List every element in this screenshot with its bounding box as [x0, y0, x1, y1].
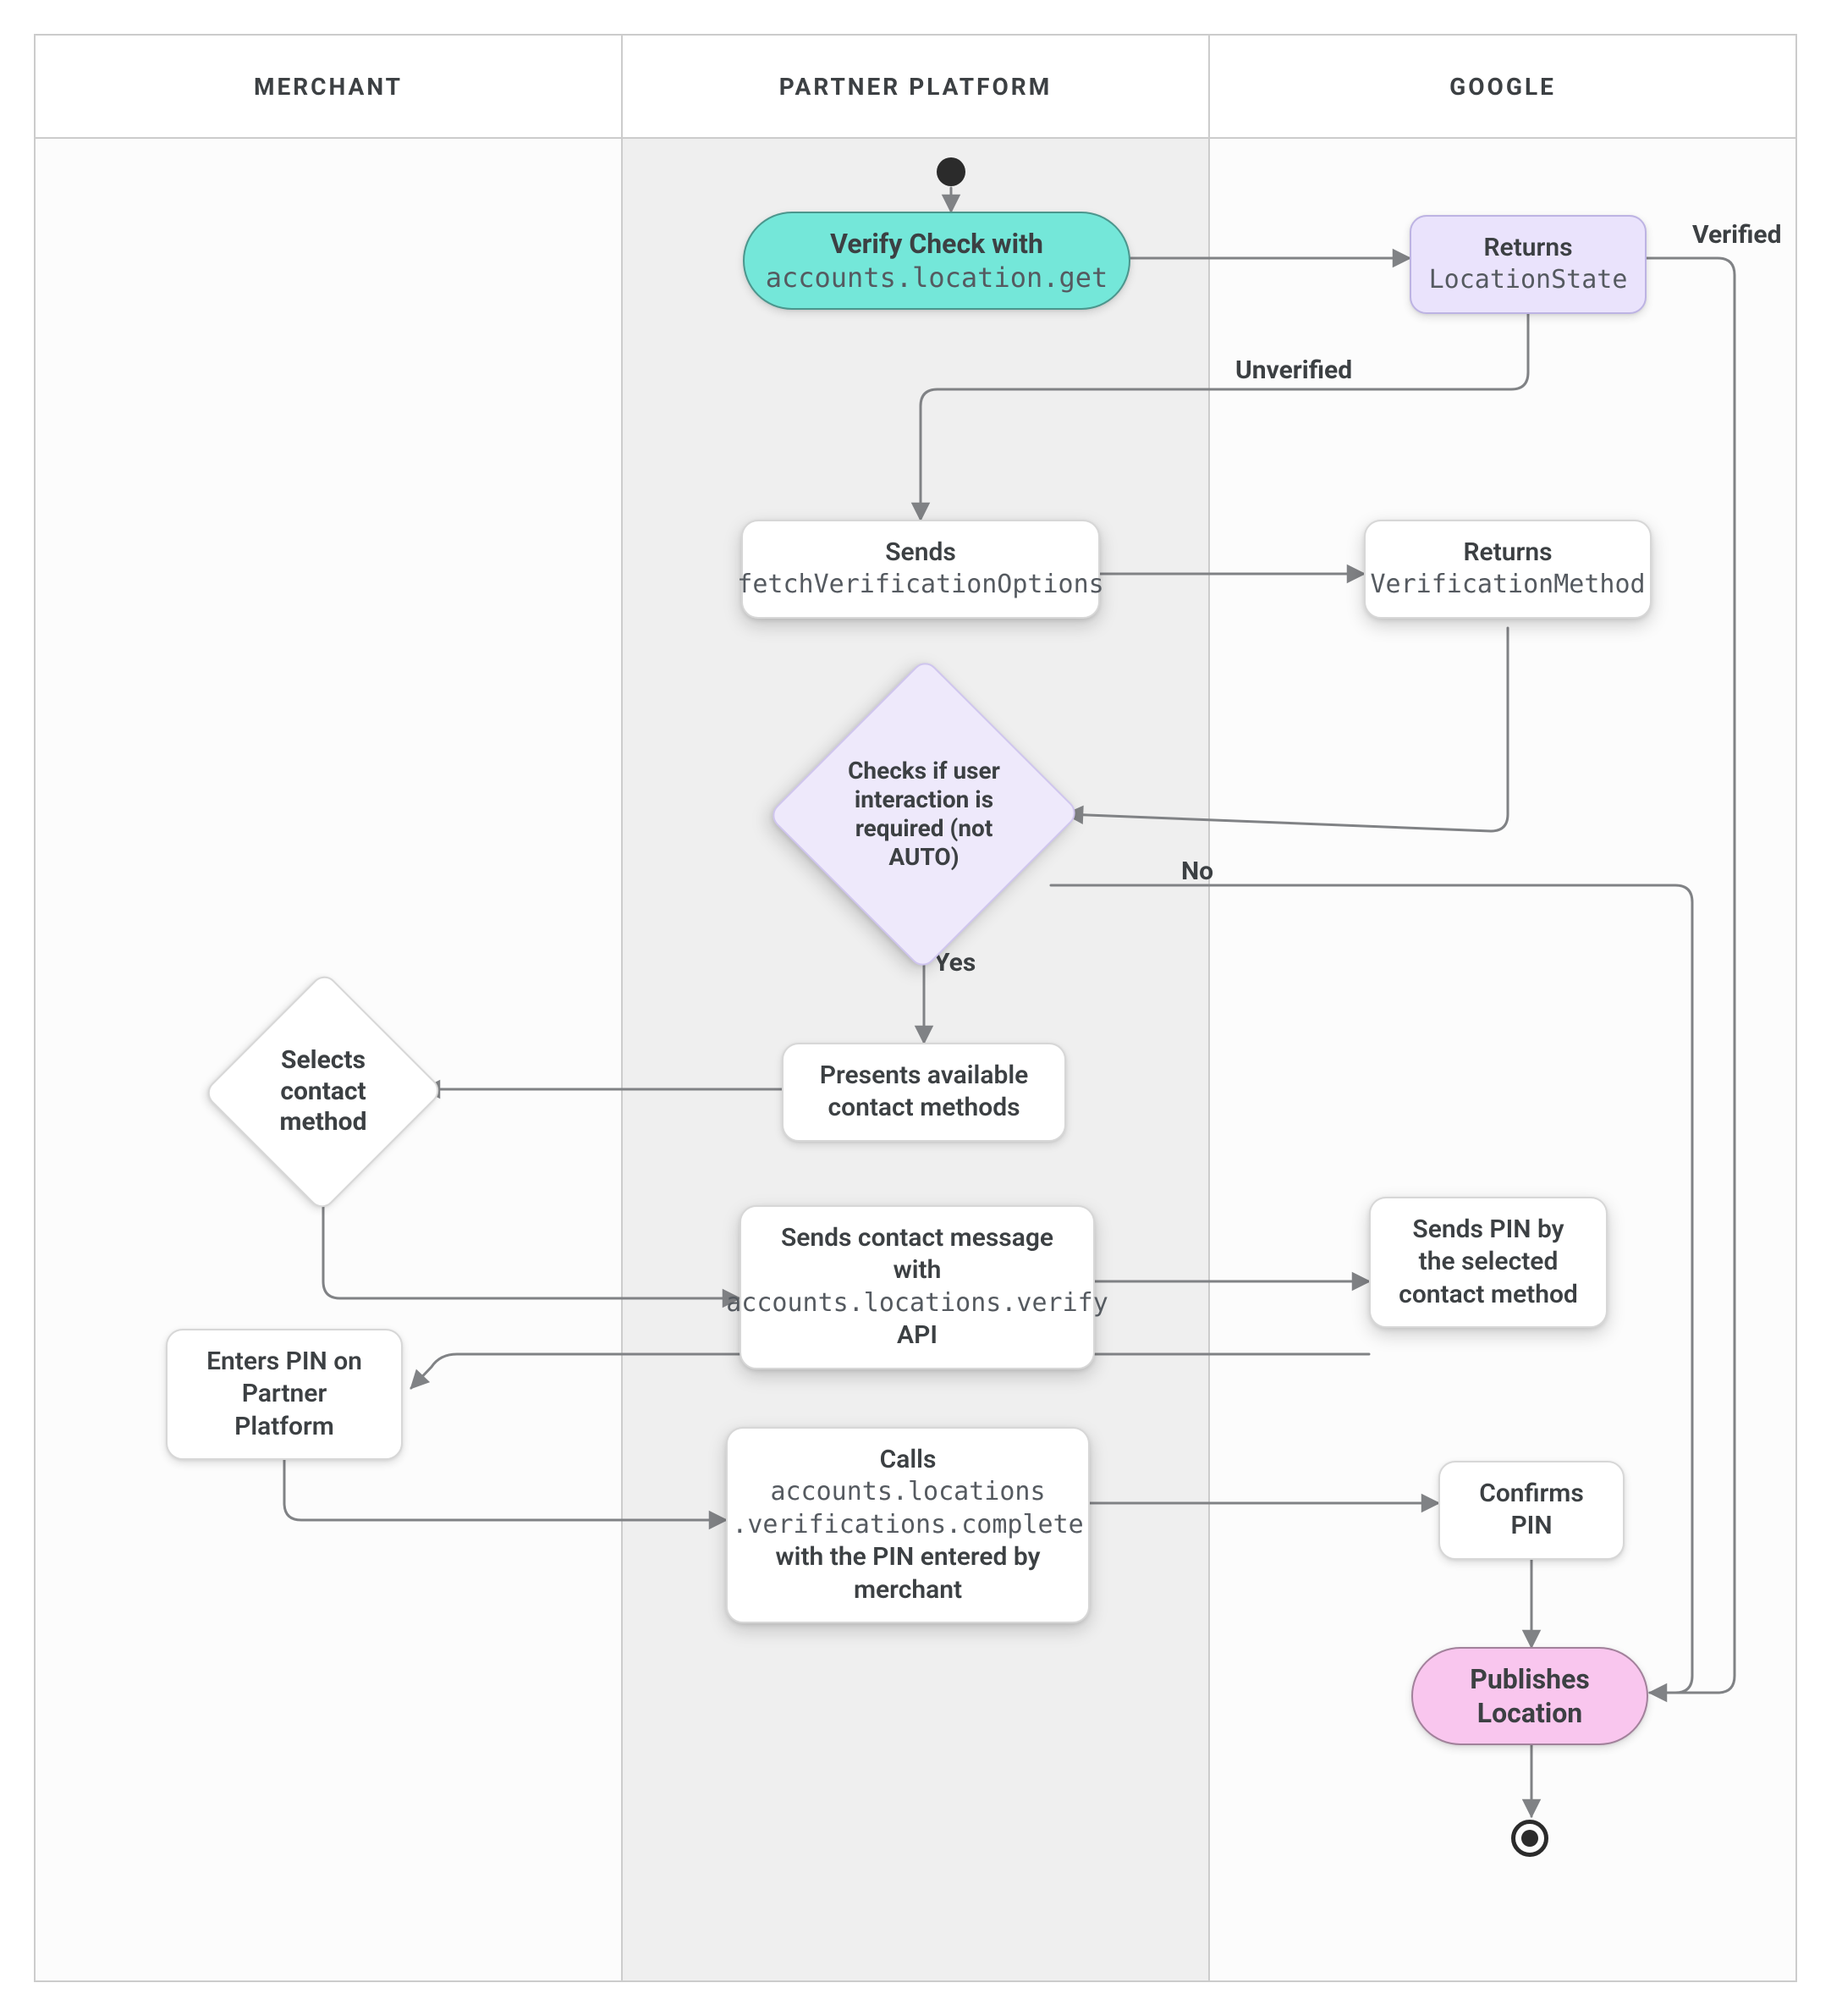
text: Returns [1484, 232, 1573, 264]
text: Confirms PIN [1462, 1478, 1601, 1543]
node-returns-method: Returns VerificationMethod [1364, 520, 1652, 619]
text: Checks if user interaction is required (… [836, 757, 1012, 873]
text: Sends contact message with [763, 1222, 1071, 1287]
text: Publishes Location [1447, 1662, 1613, 1730]
text-mono: VerificationMethod [1370, 569, 1645, 601]
text: Sends [885, 537, 956, 569]
text: with the PIN entered by merchant [750, 1541, 1066, 1606]
node-enters-pin: Enters PIN on Partner Platform [166, 1329, 403, 1460]
node-checks-auto: Checks if user interaction is required (… [814, 704, 1034, 924]
node-sends-fetch: Sends fetchVerificationOptions [741, 520, 1100, 619]
text: Sends PIN by the selected contact method [1393, 1214, 1584, 1311]
text-a: Calls [880, 1445, 937, 1474]
node-sends-pin: Sends PIN by the selected contact method [1369, 1197, 1608, 1328]
text: Enters PIN on Partner Platform [190, 1346, 379, 1443]
text-mono: accounts.locations [770, 1477, 1045, 1506]
edge-label-verified: Verified [1692, 220, 1781, 250]
node-presents: Presents available contact methods [782, 1043, 1066, 1142]
text-mono: fetchVerificationOptions [737, 569, 1103, 601]
text: Presents available contact methods [806, 1060, 1042, 1125]
end-node [1511, 1820, 1548, 1857]
node-verify-check: Verify Check with accounts.location.get [743, 212, 1130, 310]
text-mono: .verifications.complete [732, 1509, 1083, 1541]
edge-label-unverified: Unverified [1235, 355, 1352, 385]
text: Calls accounts.locations [750, 1444, 1066, 1509]
node-publishes: Publishes Location [1411, 1647, 1648, 1745]
edge-label-no: No [1181, 857, 1213, 886]
text: Verify Check with [830, 227, 1043, 261]
lane-header-google: GOOGLE [1210, 36, 1795, 139]
text-mono: accounts.locations.verify [726, 1287, 1108, 1319]
lane-header-partner: PARTNER PLATFORM [623, 36, 1208, 139]
start-node [937, 157, 965, 186]
text-mono: accounts.location.get [766, 261, 1108, 295]
lane-partner: PARTNER PLATFORM [621, 36, 1208, 1980]
text: Returns [1464, 537, 1553, 569]
node-returns-state: Returns LocationState [1410, 215, 1647, 314]
node-confirms-pin: Confirms PIN [1438, 1461, 1625, 1560]
node-calls-complete: Calls accounts.locations .verifications.… [726, 1427, 1090, 1623]
lane-header-merchant: MERCHANT [36, 36, 621, 139]
node-selects: Selects contact method [239, 1007, 408, 1176]
text: Selects contact method [256, 1045, 391, 1138]
text: API [897, 1319, 937, 1352]
diagram-root: MERCHANT PARTNER PLATFORM GOOGLE [0, 0, 1831, 2016]
text-mono: LocationState [1429, 264, 1628, 296]
node-sends-verify: Sends contact message with accounts.loca… [740, 1205, 1095, 1369]
